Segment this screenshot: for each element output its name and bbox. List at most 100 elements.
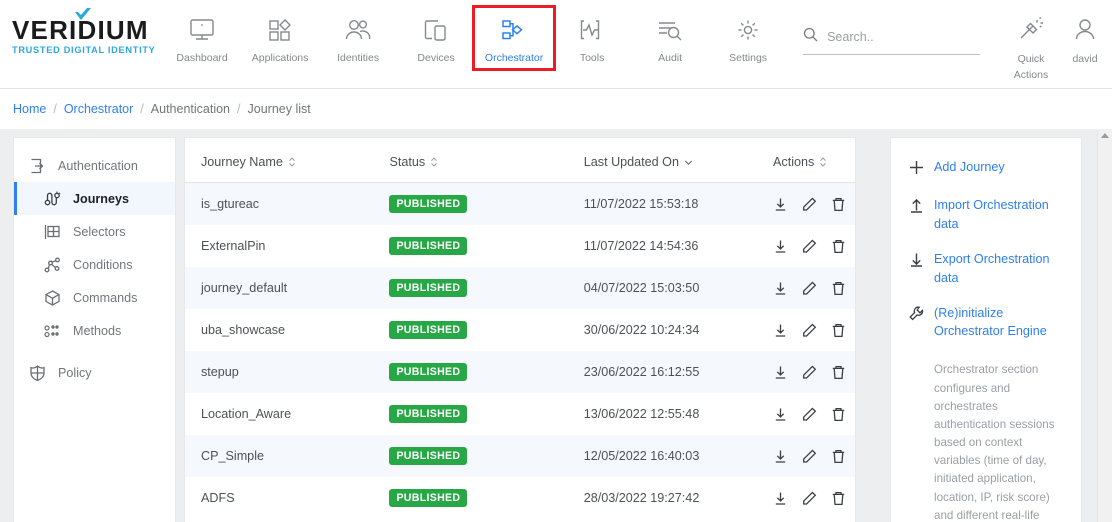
import-orchestration-data-button[interactable]: Import Orchestration data: [909, 196, 1071, 234]
nav-item-identities[interactable]: Identities: [319, 8, 397, 68]
download-icon[interactable]: [773, 491, 788, 506]
breadcrumb-separator: /: [140, 102, 144, 116]
column-header-actions[interactable]: Actions: [773, 138, 855, 183]
sidebar-item-authentication[interactable]: Authentication: [14, 149, 175, 182]
chevron-down-icon[interactable]: [684, 158, 693, 167]
conditions-icon: [43, 257, 62, 273]
table-row[interactable]: Location_Aware PUBLISHED 13/06/2022 12:55:…: [185, 393, 855, 435]
nav-item-tools[interactable]: Tools: [553, 8, 631, 68]
cell-actions: [773, 267, 855, 309]
devices-icon: [422, 14, 450, 48]
table-row[interactable]: CP_Simple PUBLISHED 12/05/2022 16:40:03: [185, 435, 855, 477]
trash-delete-icon[interactable]: [831, 323, 846, 338]
gear-icon: [734, 14, 762, 48]
edit-pencil-icon[interactable]: [802, 406, 817, 422]
nav-item-orchestrator[interactable]: Orchestrator: [472, 5, 557, 71]
sort-caret-icon[interactable]: [288, 156, 296, 168]
cell-last-updated-on: 13/06/2022 12:55:48: [583, 407, 700, 421]
user-menu[interactable]: david: [1058, 8, 1112, 84]
edit-pencil-icon[interactable]: [802, 490, 817, 506]
nav-item-audit[interactable]: Audit: [631, 8, 709, 68]
column-header-journey-name[interactable]: Journey Name: [185, 138, 390, 183]
nav-item-devices[interactable]: Devices: [397, 8, 475, 68]
table-row[interactable]: ExternalPin PUBLISHED 11/07/2022 14:54:36: [185, 225, 855, 267]
search-input[interactable]: [827, 30, 973, 44]
scroll-up-arrow-icon[interactable]: [1101, 133, 1109, 138]
table-header-row: Journey Name Status: [185, 138, 855, 183]
download-icon[interactable]: [773, 197, 788, 212]
cell-journey-name: CP_Simple: [201, 449, 264, 463]
breadcrumb-item-orchestrator[interactable]: Orchestrator: [63, 102, 134, 116]
journeys-table: Journey Name Status: [185, 138, 855, 519]
download-icon[interactable]: [773, 365, 788, 380]
audit-search-icon: [656, 14, 684, 48]
sidebar-item-conditions[interactable]: Conditions: [14, 248, 175, 281]
brand-check-icon: [75, 8, 91, 20]
column-header-last-updated-on[interactable]: Last Updated On: [583, 138, 774, 183]
edit-pencil-icon[interactable]: [802, 280, 817, 296]
commands-cube-icon: [43, 289, 62, 306]
sidebar-item-selectors[interactable]: Selectors: [14, 215, 175, 248]
cell-last-updated-on: 04/07/2022 15:03:50: [583, 281, 700, 295]
cell-journey-name: uba_showcase: [201, 323, 286, 337]
sort-caret-icon[interactable]: [819, 156, 827, 168]
nav-item-dashboard[interactable]: Dashboard: [163, 8, 241, 68]
cell-last-updated-on: 12/05/2022 16:40:03: [583, 449, 700, 463]
brand-logo[interactable]: VERIDIUM TRUSTED DIGITAL IDENTITY: [0, 0, 163, 55]
cell-status: PUBLISHED: [389, 183, 583, 226]
download-icon[interactable]: [773, 407, 788, 422]
nav-item-applications[interactable]: Applications: [241, 8, 319, 68]
column-header-status[interactable]: Status: [389, 138, 584, 183]
breadcrumb-item-home[interactable]: Home: [13, 102, 47, 116]
edit-pencil-icon[interactable]: [802, 196, 817, 212]
download-icon[interactable]: [773, 281, 788, 296]
users-icon: [343, 14, 373, 48]
table-row[interactable]: is_gtureac PUBLISHED 11/07/2022 15:53:18: [185, 182, 855, 226]
table-row[interactable]: ADFS PUBLISHED 28/03/2022 19:27:42: [185, 477, 855, 519]
reinitialize-engine-button[interactable]: (Re)initialize Orchestrator Engine: [909, 304, 1071, 342]
sort-caret-icon[interactable]: [430, 156, 438, 168]
table-row[interactable]: uba_showcase PUBLISHED 30/06/2022 10:24:34: [185, 309, 855, 351]
edit-pencil-icon[interactable]: [802, 322, 817, 338]
sidebar-item-policy[interactable]: Policy: [14, 356, 175, 389]
cell-journey-name: journey_default: [201, 281, 288, 295]
export-orchestration-data-button[interactable]: Export Orchestration data: [909, 250, 1071, 288]
sidebar-item-commands[interactable]: Commands: [14, 281, 175, 314]
cell-journey-name: ExternalPin: [201, 239, 266, 253]
nav-item-settings[interactable]: Settings: [709, 8, 787, 68]
cell-status: PUBLISHED: [389, 351, 583, 393]
sidebar-label: Methods: [73, 323, 122, 338]
sidebar-item-journeys[interactable]: Journeys: [14, 182, 175, 215]
column-label: Actions: [773, 155, 815, 169]
trash-delete-icon[interactable]: [831, 281, 846, 296]
download-icon[interactable]: [773, 449, 788, 464]
cell-last-updated-on: 30/06/2022 10:24:34: [583, 323, 700, 337]
column-label: Journey Name: [201, 155, 283, 169]
status-badge: PUBLISHED: [389, 237, 468, 255]
sidebar-label: Authentication: [58, 158, 138, 173]
trash-delete-icon[interactable]: [831, 365, 846, 380]
download-icon[interactable]: [773, 239, 788, 254]
edit-pencil-icon[interactable]: [802, 364, 817, 380]
sidebar-item-methods[interactable]: Methods: [14, 314, 175, 347]
table-row[interactable]: journey_default PUBLISHED 04/07/2022 15:03…: [185, 267, 855, 309]
trash-delete-icon[interactable]: [831, 407, 846, 422]
trash-delete-icon[interactable]: [831, 491, 846, 506]
nav-label: Identities: [337, 52, 380, 64]
table-row[interactable]: stepup PUBLISHED 23/06/2022 16:12:55: [185, 351, 855, 393]
edit-pencil-icon[interactable]: [802, 448, 817, 464]
sidebar-label: Journeys: [73, 191, 129, 206]
download-icon[interactable]: [773, 323, 788, 338]
breadcrumb: Home / Orchestrator / Authentication / J…: [0, 89, 1112, 129]
quick-actions-button[interactable]: Quick Actions: [1004, 8, 1058, 84]
add-journey-button[interactable]: Add Journey: [909, 158, 1071, 180]
orchestrator-actions-panel: Add Journey Import Orchestration data Ex…: [890, 137, 1082, 522]
trash-delete-icon[interactable]: [831, 197, 846, 212]
page-scrollbar[interactable]: [1097, 129, 1112, 522]
upload-arrow-icon: [909, 196, 925, 234]
edit-pencil-icon[interactable]: [802, 238, 817, 254]
trash-delete-icon[interactable]: [831, 239, 846, 254]
search-bar[interactable]: [803, 27, 980, 55]
add-journey-label: Add Journey: [934, 160, 1005, 174]
trash-delete-icon[interactable]: [831, 449, 846, 464]
